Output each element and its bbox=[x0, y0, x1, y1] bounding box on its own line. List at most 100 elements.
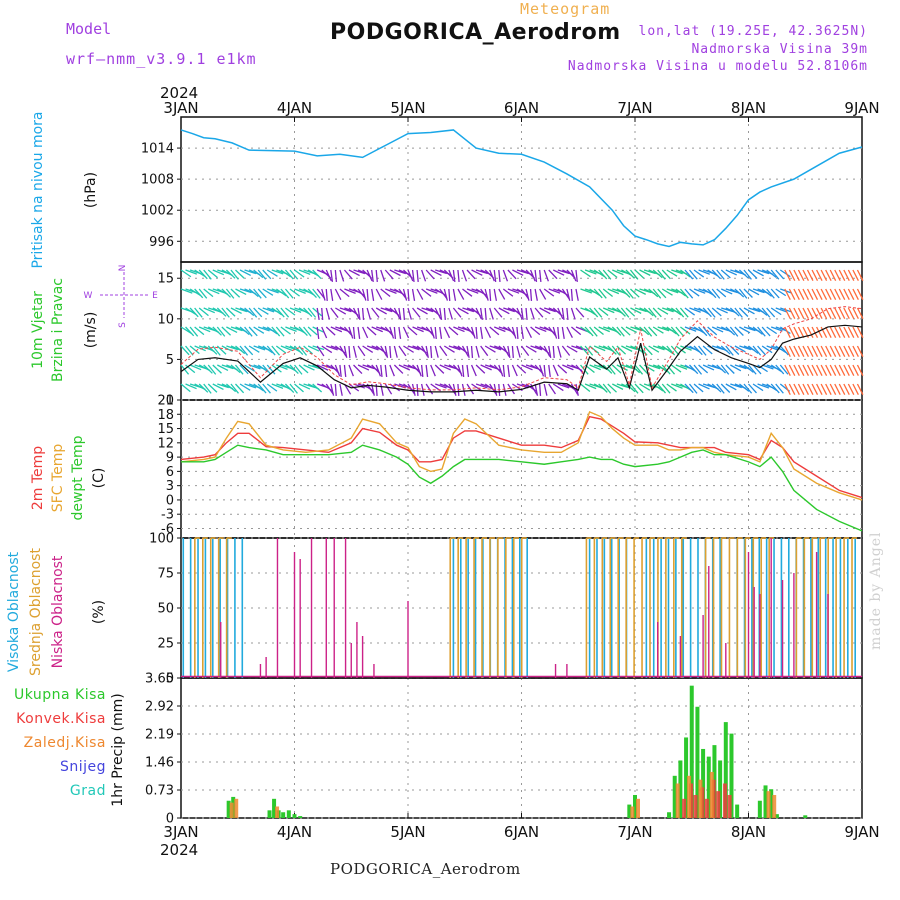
wind-barb bbox=[657, 326, 670, 332]
wind-barb bbox=[366, 326, 377, 336]
wind-barb bbox=[552, 345, 555, 359]
wind-barb bbox=[411, 288, 416, 301]
wind-barb bbox=[788, 269, 796, 281]
wind-barb bbox=[543, 345, 551, 357]
wind-barb bbox=[575, 307, 585, 318]
wind-barb bbox=[466, 364, 470, 377]
wind-barb bbox=[566, 307, 569, 321]
wind-barb bbox=[648, 364, 661, 370]
wind-barb bbox=[802, 364, 810, 376]
wind-barb bbox=[262, 307, 275, 313]
wind-barb bbox=[766, 383, 778, 392]
wind-barb bbox=[511, 345, 514, 359]
wind-barb bbox=[793, 307, 800, 319]
temp-line-0 bbox=[180, 415, 863, 499]
wind-barb bbox=[761, 307, 771, 318]
precip-bar bbox=[229, 802, 234, 818]
wind-barb bbox=[221, 364, 234, 370]
wind-barb bbox=[621, 364, 634, 370]
wind-barb bbox=[425, 269, 435, 280]
wind-barb bbox=[702, 364, 715, 371]
y-tick-label: 12 bbox=[157, 436, 174, 451]
wind-barb bbox=[725, 383, 737, 391]
wind-barb bbox=[275, 345, 287, 354]
wind-barb bbox=[203, 364, 213, 374]
wind-barb bbox=[829, 307, 837, 319]
wind-barb bbox=[684, 288, 694, 299]
wind-barb bbox=[571, 326, 582, 336]
wind-barb bbox=[643, 269, 656, 275]
wind-barb bbox=[452, 269, 456, 282]
wind-barb bbox=[325, 288, 328, 302]
wind-barb bbox=[511, 364, 518, 377]
precip-bar bbox=[636, 798, 640, 818]
wind-barb bbox=[625, 383, 636, 393]
wind-barb bbox=[498, 364, 504, 377]
wind-barb bbox=[212, 383, 224, 391]
wind-barb bbox=[602, 307, 615, 314]
wind-barb bbox=[652, 307, 662, 318]
wind-barb bbox=[766, 345, 779, 351]
wind-barb bbox=[520, 326, 524, 339]
wind-barb bbox=[825, 326, 832, 338]
wind-barb bbox=[479, 326, 484, 339]
wind-barb bbox=[684, 269, 694, 280]
wind-barb bbox=[280, 345, 293, 351]
wind-barb bbox=[584, 326, 594, 337]
wind-barb bbox=[748, 269, 758, 279]
wind-barb bbox=[348, 269, 360, 277]
wind-barb bbox=[544, 307, 556, 313]
wind-barb bbox=[203, 269, 212, 280]
wind-barb bbox=[284, 288, 294, 299]
wind-barb bbox=[361, 307, 365, 321]
wind-barb bbox=[257, 326, 270, 332]
wind-barb bbox=[739, 326, 751, 334]
wind-barb bbox=[407, 288, 410, 302]
wind-barb bbox=[648, 326, 658, 337]
wind-barb bbox=[448, 383, 456, 395]
wind-barb bbox=[834, 326, 841, 338]
wind-barb bbox=[666, 326, 677, 335]
wind-barb bbox=[711, 307, 722, 317]
wind-barb bbox=[720, 345, 731, 355]
wind-barb bbox=[802, 383, 810, 395]
wind-barb bbox=[470, 345, 474, 359]
wind-barb bbox=[688, 383, 698, 394]
wind-barb bbox=[643, 326, 653, 337]
precip-bar bbox=[772, 794, 777, 818]
wind-barb bbox=[775, 345, 787, 354]
wind-barb bbox=[253, 288, 262, 299]
wind-barb bbox=[280, 307, 290, 318]
wind-barb bbox=[634, 383, 644, 394]
wind-barb bbox=[457, 383, 460, 397]
wind-barb bbox=[562, 364, 574, 371]
wind-barb bbox=[466, 345, 470, 358]
wind-barb bbox=[212, 364, 222, 374]
precip-bar bbox=[716, 791, 721, 818]
wind-barb bbox=[693, 269, 705, 278]
wind-barb bbox=[684, 383, 694, 394]
wind-barb bbox=[816, 326, 823, 338]
wind-barb bbox=[480, 288, 489, 300]
wind-barb bbox=[820, 288, 828, 300]
wind-ylabel2: Brzina i Pravac bbox=[50, 278, 66, 382]
y-tick-label: 15 bbox=[157, 422, 174, 437]
wind-barb bbox=[820, 345, 828, 357]
wind-barb bbox=[525, 307, 528, 321]
y-tick-label: 10 bbox=[157, 312, 174, 327]
wind-barb bbox=[461, 345, 469, 357]
wind-barb bbox=[711, 383, 722, 393]
wind-barb bbox=[371, 288, 375, 301]
wind-barb bbox=[757, 326, 766, 337]
wind-barb bbox=[407, 326, 418, 336]
wind-barb bbox=[489, 269, 495, 282]
wind-barb bbox=[294, 269, 305, 278]
wind-barb bbox=[375, 364, 382, 377]
wind-barb bbox=[198, 307, 209, 317]
wind-barb bbox=[380, 288, 391, 298]
wind-barb bbox=[216, 326, 226, 337]
wind-barb bbox=[257, 383, 267, 394]
wind-barb bbox=[584, 345, 594, 356]
wind-barb bbox=[630, 364, 641, 374]
model-name: wrf–nmm_v3.9.1 e1km bbox=[66, 50, 257, 68]
